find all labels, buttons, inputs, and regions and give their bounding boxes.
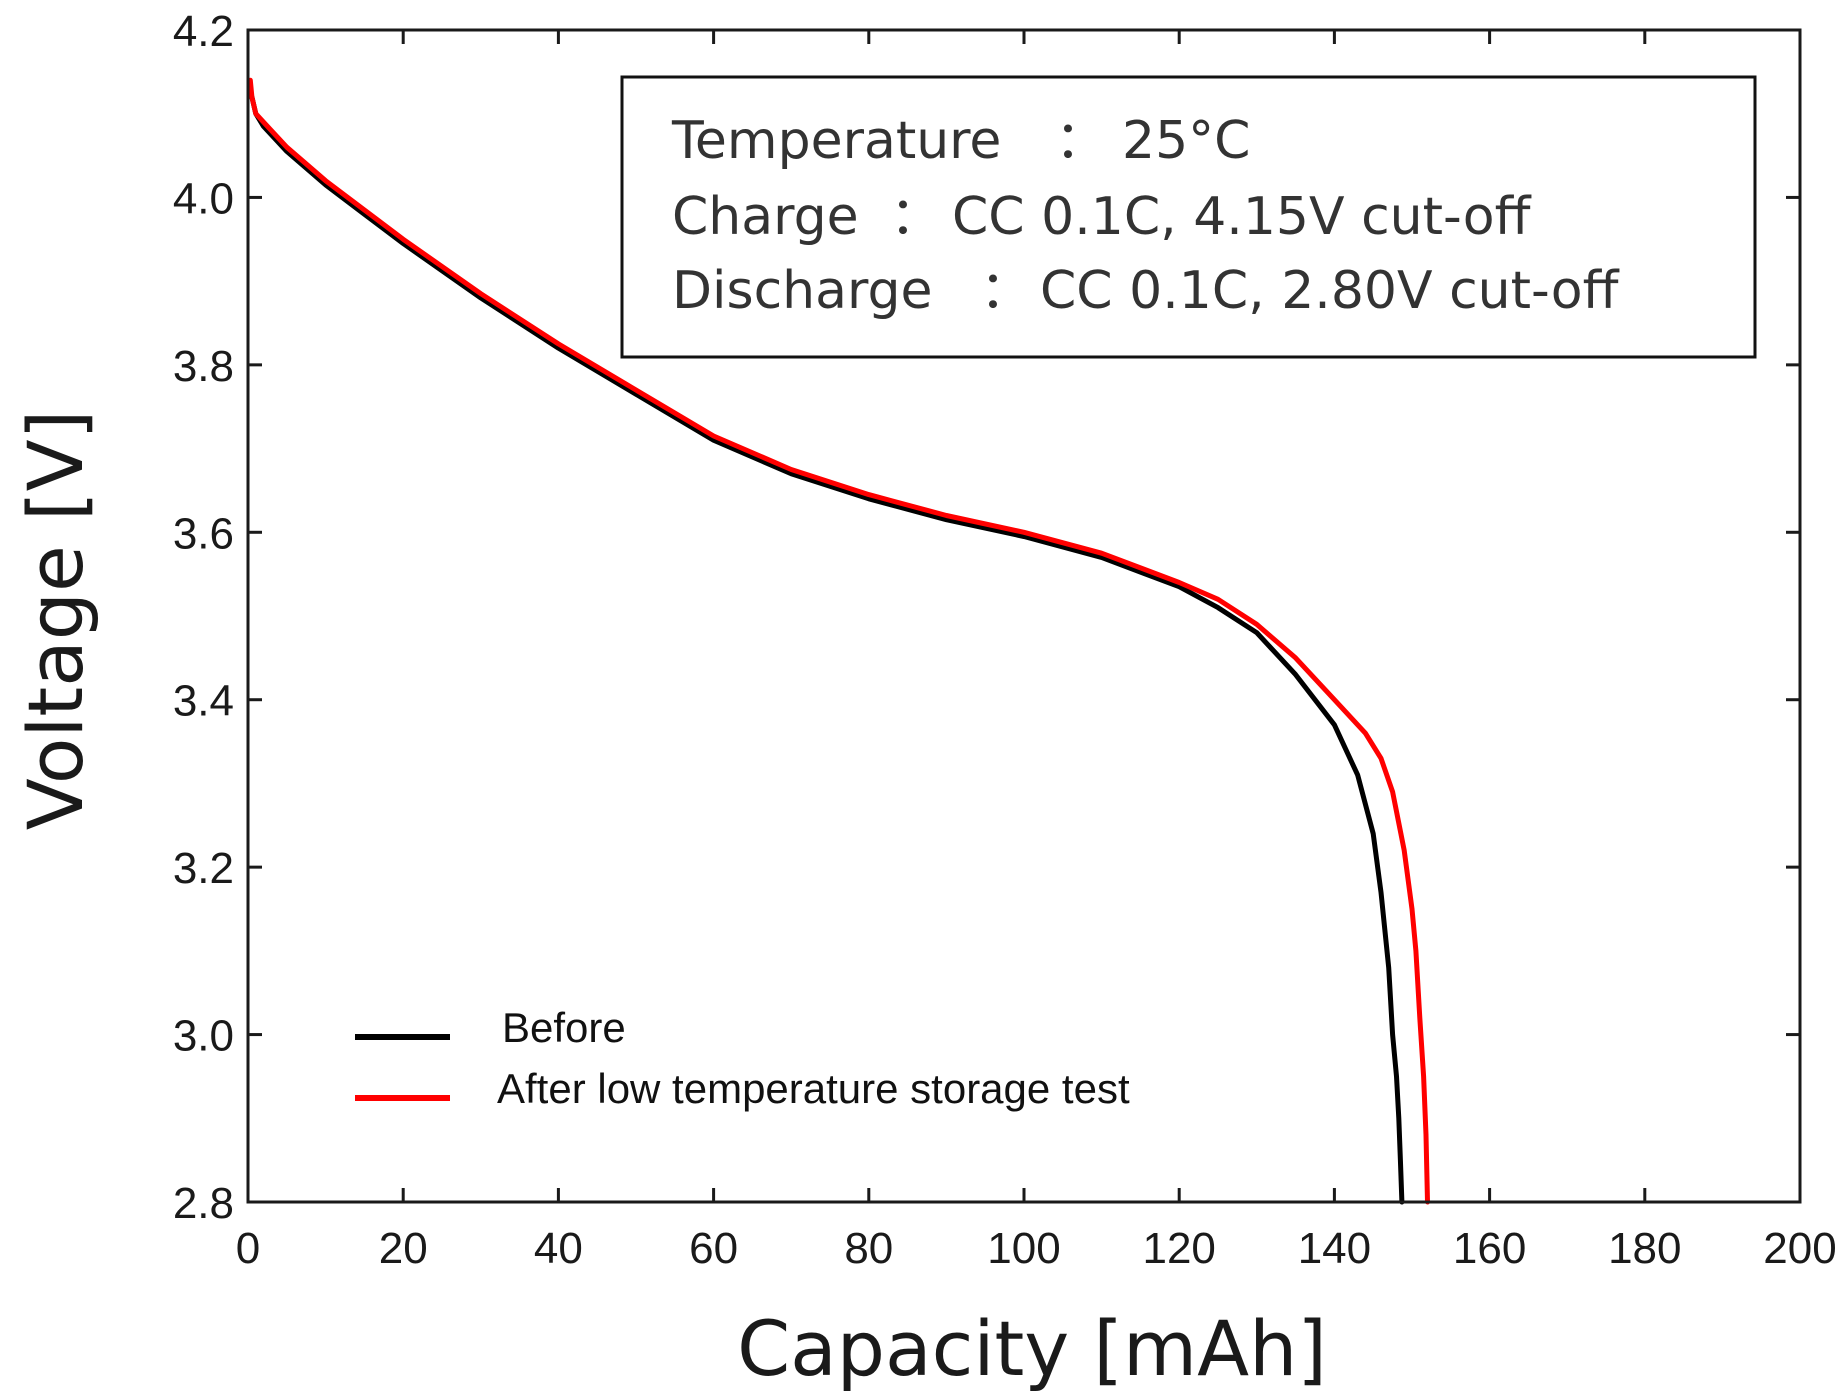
plot-frame bbox=[246, 28, 1802, 1204]
condition-temperature-value: 25°C bbox=[1122, 111, 1250, 171]
condition-temperature-label: Temperature bbox=[671, 111, 1001, 171]
legend-label-before: Before bbox=[502, 1004, 626, 1051]
condition-charge-label: Charge bbox=[672, 187, 859, 247]
condition-charge-sep: ： bbox=[890, 187, 942, 247]
x-tick-label: 180 bbox=[1608, 1224, 1681, 1273]
conditions-box-border bbox=[620, 75, 1757, 359]
x-tick-label: 20 bbox=[379, 1224, 428, 1273]
series-line-before bbox=[249, 94, 1405, 1205]
series-layer bbox=[247, 77, 1430, 1205]
x-tick-label: 120 bbox=[1142, 1224, 1215, 1273]
legend: Before After low temperature storage tes… bbox=[355, 1004, 1130, 1112]
x-tick-label: 100 bbox=[987, 1224, 1060, 1273]
y-tick-label: 4.2 bbox=[173, 7, 234, 56]
x-tick-label: 140 bbox=[1298, 1224, 1371, 1273]
condition-discharge-sep: ： bbox=[980, 261, 1032, 321]
condition-charge-value: CC 0.1C, 4.15V cut-off bbox=[952, 187, 1532, 247]
condition-temperature-sep: ： bbox=[1055, 111, 1107, 171]
y-tick-label: 3.0 bbox=[173, 1012, 234, 1061]
y-tick-label: 2.8 bbox=[173, 1179, 234, 1228]
y-tick-label: 3.4 bbox=[173, 677, 234, 726]
legend-label-after: After low temperature storage test bbox=[497, 1065, 1130, 1112]
y-tick-label: 4.0 bbox=[173, 174, 234, 223]
y-tick-label: 3.8 bbox=[173, 342, 234, 391]
condition-discharge-value: CC 0.1C, 2.80V cut-off bbox=[1040, 261, 1620, 321]
x-tick-label: 40 bbox=[534, 1224, 583, 1273]
x-tick-label: 60 bbox=[689, 1224, 738, 1273]
x-tick-label: 200 bbox=[1763, 1224, 1836, 1273]
condition-discharge-label: Discharge bbox=[672, 261, 932, 321]
y-tick-label: 3.6 bbox=[173, 509, 234, 558]
y-tick-label: 3.2 bbox=[173, 844, 234, 893]
series-line-after bbox=[247, 77, 1430, 1205]
axes-layer: 0 20 40 60 80 100 120 140 160 180 200 2.8 3.0 3.2 3.4 3… bbox=[173, 7, 1837, 1273]
conditions-box: Temperature ： 25°C Charge ： CC 0.1C, 4.1… bbox=[620, 75, 1757, 359]
y-axis-title: Voltage [V] bbox=[11, 410, 100, 831]
x-tick-label: 160 bbox=[1453, 1224, 1526, 1273]
x-axis-title: Capacity [mAh] bbox=[737, 1304, 1327, 1393]
x-tick-label: 0 bbox=[236, 1224, 260, 1273]
x-tick-label: 80 bbox=[844, 1224, 893, 1273]
